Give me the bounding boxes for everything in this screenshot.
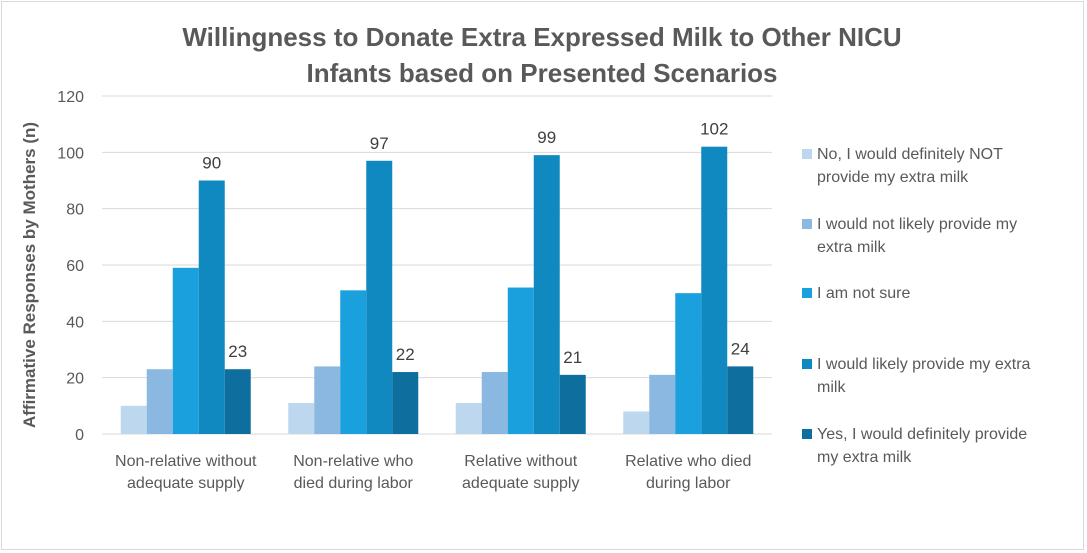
x-category-label: adequate supply bbox=[127, 475, 244, 492]
y-tick-label: 40 bbox=[66, 314, 84, 331]
legend-swatch-0 bbox=[802, 149, 812, 159]
bar-series-0-cat-2 bbox=[455, 403, 482, 434]
data-label: 97 bbox=[370, 134, 389, 153]
chart-title-line-2: Infants based on Presented Scenarios bbox=[306, 58, 777, 88]
legend-label: Yes, I would definitely provide bbox=[817, 426, 1027, 443]
data-label: 99 bbox=[537, 128, 556, 147]
bar-series-0-cat-3 bbox=[623, 411, 650, 434]
bar-series-2-cat-2 bbox=[507, 287, 534, 434]
legend-swatch-1 bbox=[802, 219, 812, 229]
data-label: 102 bbox=[700, 120, 728, 139]
x-axis-categories: Non-relative without adequate supply Non-r… bbox=[115, 453, 751, 492]
x-category-label: during labor bbox=[646, 475, 731, 492]
bar-series-1-cat-3 bbox=[649, 374, 676, 434]
legend-label: provide my extra milk bbox=[817, 169, 969, 186]
y-tick-label: 100 bbox=[57, 145, 84, 162]
y-tick-label: 20 bbox=[66, 371, 84, 388]
bar-series-4-cat-0 bbox=[224, 369, 251, 434]
legend-label: milk bbox=[817, 379, 846, 396]
legend-label: No, I would definitely NOT bbox=[817, 146, 1003, 163]
x-category-label: Non-relative without bbox=[115, 453, 257, 470]
bar-series-0-cat-0 bbox=[120, 405, 147, 434]
x-category-label: Relative without bbox=[464, 453, 578, 470]
y-tick-label: 120 bbox=[57, 89, 84, 106]
bar-series-2-cat-3 bbox=[675, 293, 702, 434]
legend-label: I am not sure bbox=[817, 285, 910, 302]
y-axis-ticks: 0 20 40 60 80 100 120 bbox=[57, 89, 84, 444]
chart-title: Willingness to Donate Extra Expressed Mi… bbox=[182, 22, 901, 88]
bar-series-4-cat-1 bbox=[392, 372, 419, 434]
bar-series-1-cat-1 bbox=[314, 366, 341, 434]
bar-series-3-cat-1 bbox=[366, 160, 393, 435]
data-labels: 90 23 97 22 99 21 102 24 bbox=[202, 120, 749, 367]
data-label: 23 bbox=[228, 342, 247, 361]
y-tick-label: 0 bbox=[75, 427, 84, 444]
y-tick-label: 80 bbox=[66, 202, 84, 219]
x-category-label: adequate supply bbox=[462, 475, 579, 492]
bar-series-3-cat-2 bbox=[533, 155, 560, 434]
legend: No, I would definitely NOT provide my ext… bbox=[802, 146, 1031, 466]
bar-series-2-cat-0 bbox=[172, 267, 199, 434]
bar-series-1-cat-0 bbox=[146, 369, 173, 434]
bar-series-1-cat-2 bbox=[481, 372, 508, 434]
bars bbox=[120, 146, 754, 435]
legend-label: my extra milk bbox=[817, 449, 912, 466]
bar-series-0-cat-1 bbox=[288, 403, 315, 434]
y-axis-label: Affirmative Responses by Mothers (n) bbox=[20, 122, 39, 428]
legend-swatch-4 bbox=[802, 429, 812, 439]
x-category-label: Non-relative who bbox=[293, 453, 413, 470]
bar-series-2-cat-1 bbox=[340, 290, 367, 434]
legend-swatch-3 bbox=[802, 359, 812, 369]
legend-label: I would not likely provide my bbox=[817, 216, 1017, 233]
legend-label: extra milk bbox=[817, 239, 886, 256]
x-category-label: Relative who died bbox=[625, 453, 751, 470]
y-tick-label: 60 bbox=[66, 258, 84, 275]
chart-title-line-1: Willingness to Donate Extra Expressed Mi… bbox=[182, 22, 901, 52]
data-label: 90 bbox=[202, 154, 221, 173]
data-label: 22 bbox=[396, 345, 415, 364]
data-label: 24 bbox=[731, 339, 750, 358]
bar-series-3-cat-0 bbox=[198, 180, 225, 434]
bar-series-4-cat-3 bbox=[727, 366, 754, 434]
data-label: 21 bbox=[563, 348, 582, 367]
bar-series-4-cat-2 bbox=[559, 374, 586, 434]
bar-series-3-cat-3 bbox=[701, 146, 728, 434]
x-category-label: died during labor bbox=[294, 475, 414, 492]
legend-swatch-2 bbox=[802, 288, 812, 298]
legend-label: I would likely provide my extra bbox=[817, 356, 1031, 373]
